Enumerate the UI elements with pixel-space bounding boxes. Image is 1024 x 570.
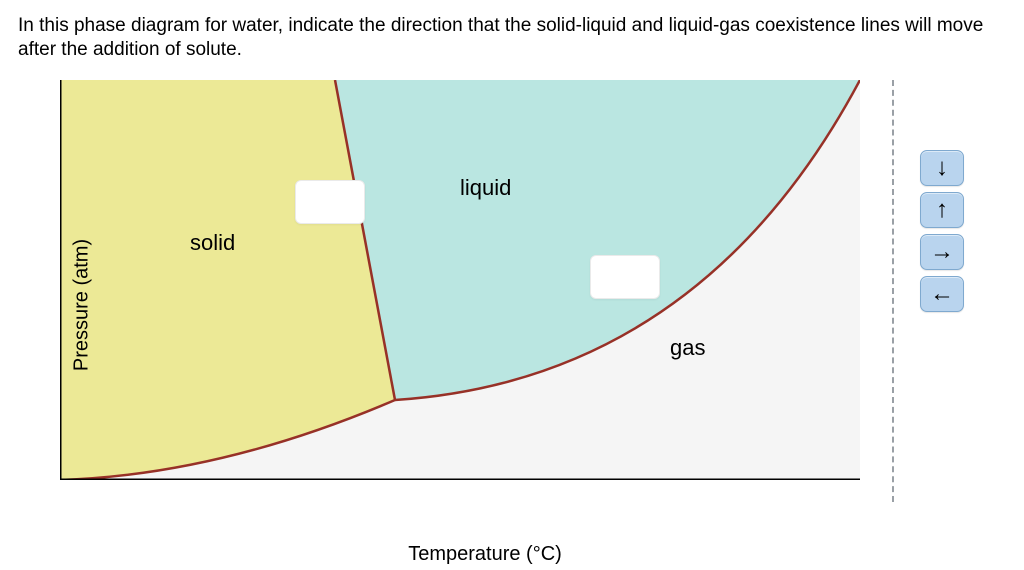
phase-diagram: Pressure (atm) solid liquid gas Temperat… (60, 80, 910, 530)
arrow-left-chip[interactable]: ← (920, 276, 964, 312)
phase-svg (60, 80, 860, 480)
arrow-up-chip[interactable]: ↑ (920, 192, 964, 228)
question-text: In this phase diagram for water, indicat… (0, 0, 1024, 62)
dropzone-liquid-gas[interactable] (590, 255, 660, 299)
x-axis-label: Temperature (°C) (60, 543, 910, 566)
liquid-label: liquid (460, 175, 511, 201)
y-axis-label: Pressure (atm) (71, 239, 94, 371)
arrow-palette: ↓ ↑ → ← (920, 150, 964, 312)
dropzone-solid-liquid[interactable] (295, 180, 365, 224)
arrow-down-chip[interactable]: ↓ (920, 150, 964, 186)
palette-divider (892, 80, 894, 502)
gas-label: gas (670, 335, 705, 361)
arrow-right-chip[interactable]: → (920, 234, 964, 270)
solid-label: solid (190, 230, 235, 256)
